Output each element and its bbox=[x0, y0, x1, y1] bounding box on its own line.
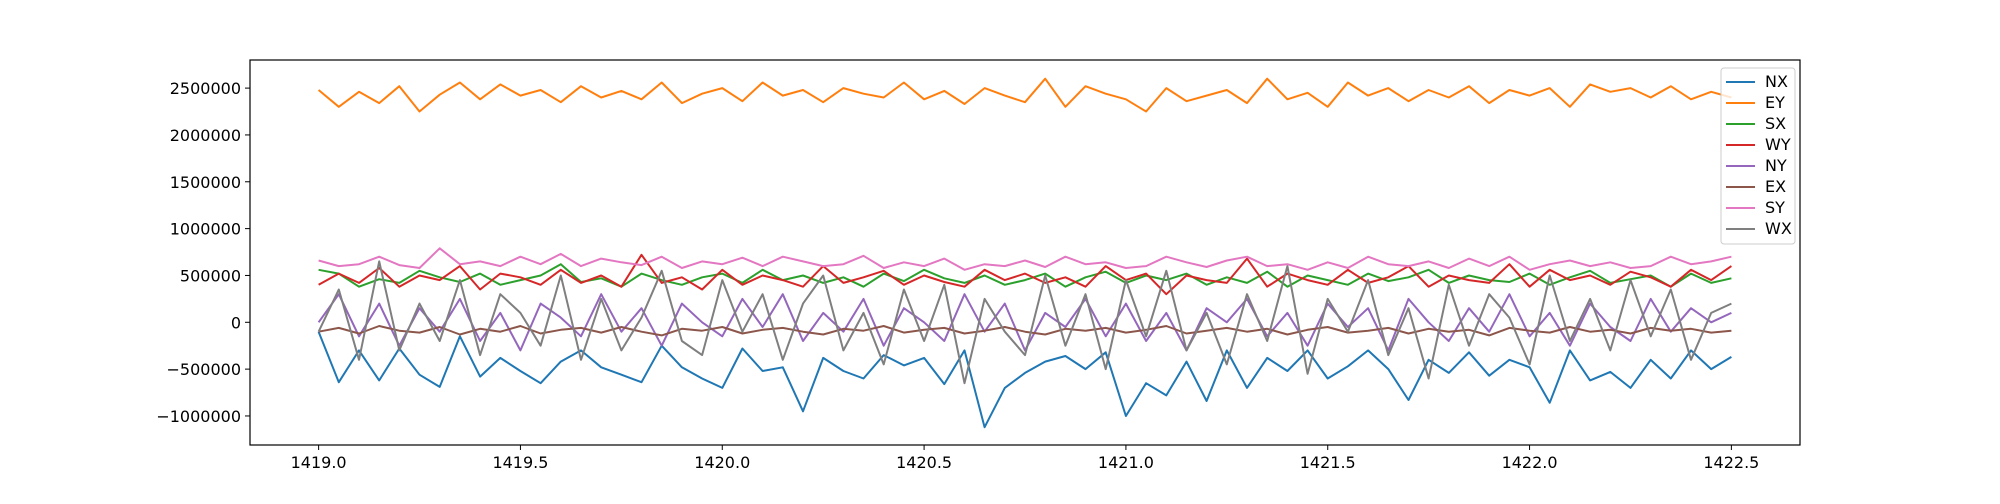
legend-label-nx: NX bbox=[1765, 72, 1788, 91]
legend-label-wx: WX bbox=[1765, 219, 1792, 238]
series-line-ey bbox=[317, 77, 1732, 113]
y-tick-label: −1000000 bbox=[156, 407, 241, 426]
series-line-nx bbox=[317, 331, 1732, 429]
series-line-sx bbox=[318, 263, 1732, 288]
series-line-sy bbox=[318, 247, 1732, 271]
plot-area-frame bbox=[249, 59, 1801, 446]
y-tick-label: 1500000 bbox=[170, 173, 241, 192]
series-line-wx bbox=[317, 260, 1732, 385]
y-tick-label: 2000000 bbox=[170, 126, 241, 145]
x-tick-label: 1420.0 bbox=[694, 453, 750, 472]
series-layer bbox=[317, 77, 1732, 429]
series-line-ny bbox=[317, 293, 1732, 352]
legend-label-ey: EY bbox=[1765, 93, 1785, 112]
y-tick-label: 0 bbox=[231, 313, 241, 332]
legend: NX EY SX WY NY EX SY WX bbox=[1720, 67, 1796, 245]
legend-label-ny: NY bbox=[1765, 156, 1787, 175]
legend-label-wy: WY bbox=[1765, 135, 1791, 154]
y-tick-label: 500000 bbox=[180, 266, 241, 285]
x-tick-label: 1421.5 bbox=[1300, 453, 1356, 472]
x-axis: 1419.0 1419.5 1420.0 1420.5 1421.0 1421.5 1422… bbox=[291, 445, 1759, 472]
series-line-wy bbox=[318, 253, 1732, 296]
y-tick-label: −500000 bbox=[167, 360, 241, 379]
legend-label-sx: SX bbox=[1765, 114, 1786, 133]
x-tick-label: 1419.0 bbox=[291, 453, 347, 472]
x-tick-label: 1422.5 bbox=[1703, 453, 1759, 472]
x-tick-label: 1421.0 bbox=[1098, 453, 1154, 472]
x-tick-label: 1422.0 bbox=[1502, 453, 1558, 472]
x-tick-label: 1420.5 bbox=[896, 453, 952, 472]
legend-label-ex: EX bbox=[1765, 177, 1786, 196]
y-tick-label: 1000000 bbox=[170, 220, 241, 239]
y-tick-label: 2500000 bbox=[170, 79, 241, 98]
y-axis: −1000000 −500000 0 500000 1000000 1500000 2000… bbox=[156, 79, 250, 426]
series-line-ex bbox=[318, 325, 1732, 337]
legend-label-sy: SY bbox=[1765, 198, 1785, 217]
x-tick-label: 1419.5 bbox=[492, 453, 548, 472]
legend-box bbox=[1720, 67, 1796, 245]
